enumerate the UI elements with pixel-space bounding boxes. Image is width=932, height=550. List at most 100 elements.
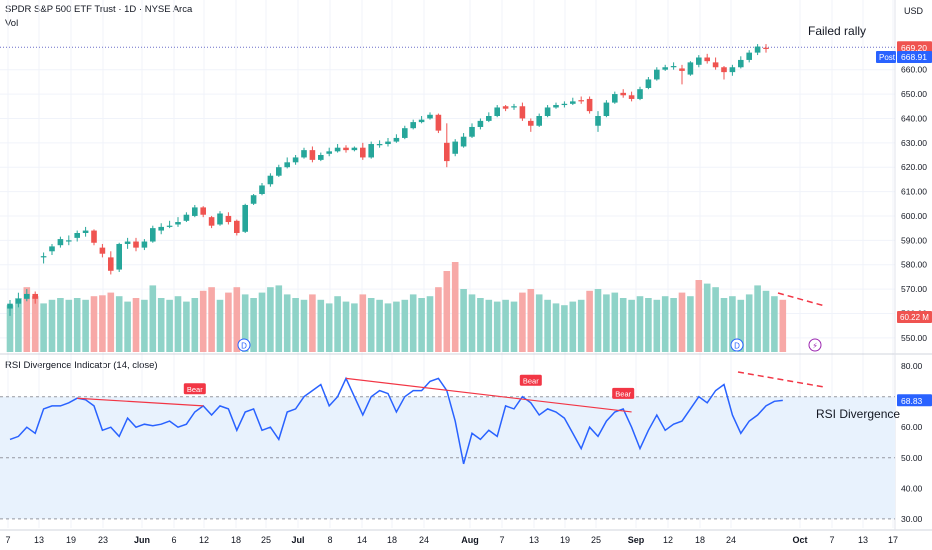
candle-body xyxy=(561,103,568,106)
candle-body xyxy=(32,293,38,299)
volume-bar xyxy=(527,289,535,352)
time-tick-label: 24 xyxy=(419,535,429,545)
time-tick-label: 12 xyxy=(199,535,209,545)
rsi-tick-label: 40.00 xyxy=(901,483,923,493)
volume-bar xyxy=(233,287,241,352)
candle-body xyxy=(124,241,131,244)
rsi-tick-label: 60.00 xyxy=(901,422,923,432)
volume-bar xyxy=(720,298,728,352)
volume-bar xyxy=(191,298,199,352)
volume-bar xyxy=(300,299,308,352)
time-tick-label: 17 xyxy=(888,535,898,545)
rsi-divergence-line xyxy=(737,371,825,388)
candle-body xyxy=(250,195,257,204)
volume-bar xyxy=(502,299,509,352)
volume-bar xyxy=(174,296,182,352)
rsi-last-badge xyxy=(897,394,932,407)
volume-bar xyxy=(703,283,711,352)
candle-body xyxy=(183,214,190,221)
volume-bar xyxy=(594,289,602,352)
candle-body xyxy=(200,207,206,215)
failed-rally-annotation: Failed rally xyxy=(808,24,866,38)
volume-bar xyxy=(435,287,442,352)
last-price-badge xyxy=(897,41,932,54)
volume-bar xyxy=(23,287,31,352)
candle-body xyxy=(267,175,274,185)
event-marker-label: D xyxy=(241,342,247,351)
volume-bar xyxy=(695,280,703,352)
volume-divergence-line xyxy=(777,292,826,307)
candle-body xyxy=(326,151,332,154)
time-tick-label: Jun xyxy=(134,535,150,545)
candle-body xyxy=(318,155,324,160)
candle-body xyxy=(738,59,744,68)
price-tick-label: 660.00 xyxy=(901,65,927,75)
candle-body xyxy=(603,102,610,116)
volume-bar xyxy=(569,301,577,352)
volume-bar xyxy=(712,287,719,352)
volume-bar xyxy=(754,285,761,352)
volume-bar xyxy=(393,301,400,352)
candle-body xyxy=(519,106,526,119)
candle-body xyxy=(502,106,509,109)
volume-bar xyxy=(519,292,526,352)
event-marker-label: D xyxy=(734,342,740,351)
currency-label[interactable]: USD xyxy=(904,6,924,16)
candle-body xyxy=(108,257,114,271)
candle-body xyxy=(259,185,265,194)
candle-body xyxy=(368,144,374,158)
time-tick-label: 13 xyxy=(529,535,539,545)
volume-bar xyxy=(225,292,232,352)
volume-bar xyxy=(535,294,543,352)
candle-body xyxy=(192,207,198,216)
volume-bar xyxy=(15,298,22,352)
volume-bar xyxy=(157,298,165,352)
candle-body xyxy=(40,256,47,258)
post-label: Post xyxy=(879,53,896,62)
candle-body xyxy=(418,119,425,123)
volume-bar xyxy=(737,299,745,352)
volume-bar xyxy=(510,301,518,352)
volume-bar xyxy=(6,305,14,352)
bear-label-box xyxy=(612,387,635,399)
volume-bar xyxy=(636,296,644,352)
candle-body xyxy=(670,66,677,68)
post-price-badge xyxy=(897,51,932,63)
bear-label: Bear xyxy=(523,376,539,385)
volume-bar xyxy=(31,296,39,352)
candle-body xyxy=(276,167,282,176)
volume-bar xyxy=(115,296,123,352)
volume-bar xyxy=(678,292,686,352)
volume-bar xyxy=(443,271,451,352)
volume-bar xyxy=(645,298,652,352)
candle-body xyxy=(494,107,500,116)
rsi-tick-label: 50.00 xyxy=(901,453,923,463)
candle-body xyxy=(712,62,719,68)
volume-bar xyxy=(729,296,736,352)
candle-body xyxy=(217,213,223,225)
candle-body xyxy=(612,94,618,103)
bear-label: Bear xyxy=(615,389,631,398)
candle-body xyxy=(637,89,643,99)
candle-body xyxy=(687,62,694,75)
candle-body xyxy=(15,298,22,304)
time-tick-label: 18 xyxy=(231,535,241,545)
bear-divergence-line xyxy=(345,377,632,413)
volume-bar xyxy=(586,290,593,352)
time-tick-label: 24 xyxy=(726,535,736,545)
volume-bar xyxy=(611,292,619,352)
volume-bar xyxy=(460,289,467,352)
volume-bar xyxy=(619,298,627,352)
candle-body xyxy=(334,147,341,152)
bear-label: Bear xyxy=(187,385,203,394)
candle-body xyxy=(82,230,89,233)
time-tick-label: 13 xyxy=(858,535,868,545)
time-tick-label: 7 xyxy=(829,535,834,545)
candle-body xyxy=(754,46,761,53)
candle-body xyxy=(679,68,685,71)
candle-body xyxy=(225,215,232,223)
candle-body xyxy=(393,137,400,142)
candle-body xyxy=(763,47,769,49)
rsi-last-value: 68.83 xyxy=(901,396,923,406)
